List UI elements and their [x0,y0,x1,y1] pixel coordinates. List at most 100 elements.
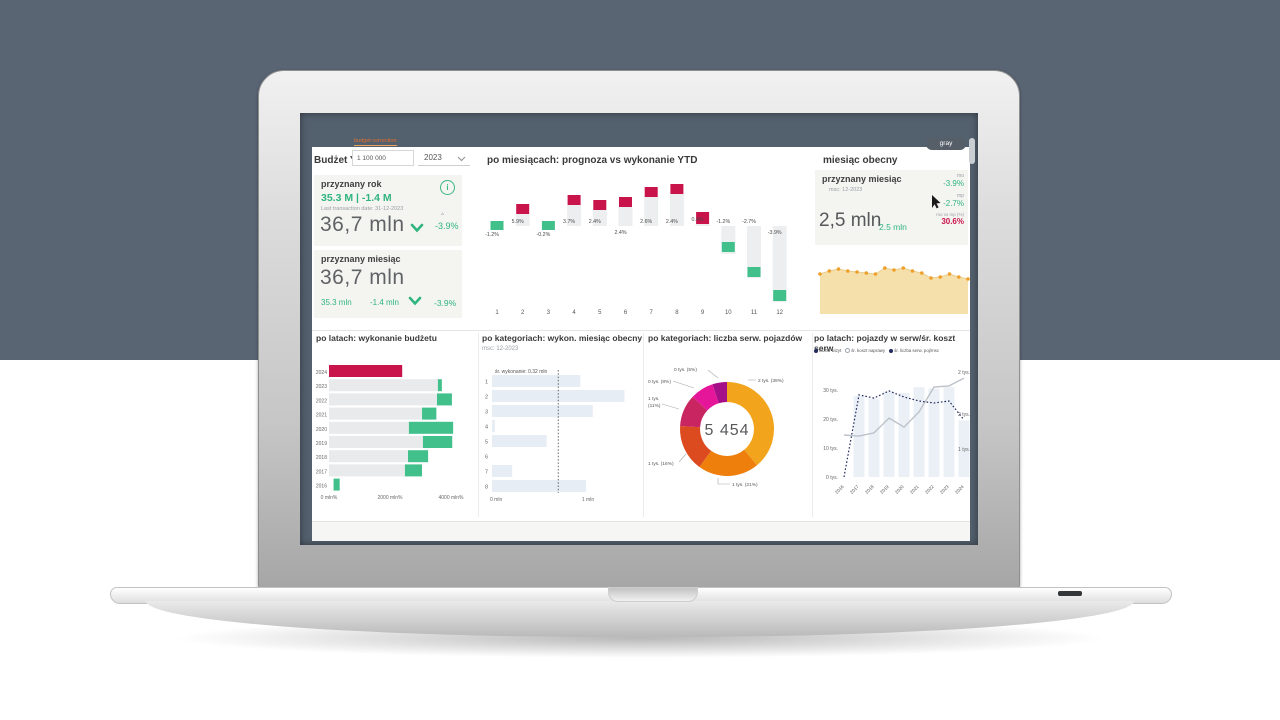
svg-text:2017: 2017 [849,484,860,495]
svg-text:2017: 2017 [316,469,327,475]
divider [643,333,644,517]
svg-text:4000 mln%: 4000 mln% [438,495,464,501]
svg-text:4: 4 [485,425,488,431]
svg-text:2024: 2024 [954,484,965,495]
combo-chart: 0 tys. 10 tys. 20 tys. 30 tys. 1 tys. 2 tys. 2… [823,370,970,495]
svg-text:2: 2 [485,395,488,401]
svg-text:śr. wykonanie: 0.32 mln: śr. wykonanie: 0.32 mln [495,369,547,375]
svg-text:-2.7%: -2.7% [742,219,756,225]
svg-text:20 tys.: 20 tys. [823,417,838,423]
budget-correction-tag: budget correction [354,138,397,146]
month-delta: -3.9% [434,298,457,308]
legend-ring-icon [845,348,851,354]
svg-text:8: 8 [675,310,679,316]
svg-text:1 tys. (21%): 1 tys. (21%) [732,482,758,488]
footer-band [312,521,970,541]
svg-text:12: 12 [776,310,783,316]
svg-text:2024: 2024 [316,370,327,376]
svg-text:10: 10 [725,310,732,316]
svg-text:2018: 2018 [864,484,875,495]
svg-text:2019: 2019 [879,484,890,495]
svg-text:2023: 2023 [316,384,327,390]
svg-text:9: 9 [701,310,705,316]
svg-text:3: 3 [485,410,488,416]
scrollbar[interactable] [969,138,975,164]
categories-bar-chart: 1 2 3 4 5 6 7 8 śr. wykonanie: 0.32 mln 0 mln 1 ml… [485,369,625,503]
categories-panel-title: po kategoriach: wykon. miesiąc obecny [482,333,643,343]
svg-text:2021: 2021 [316,413,327,419]
ratio-label: mo vs mp (%) [936,212,964,217]
year-delta: -3.9% [435,221,459,231]
svg-text:2023: 2023 [939,484,950,495]
legend-dot-icon [889,348,894,353]
svg-text:0 mln: 0 mln [490,497,502,503]
mo-label: mo [957,173,964,179]
svg-text:1 tys.: 1 tys. [958,447,970,453]
monthly-chart-title: po miesiącach: prognoza vs wykonanie YTD [487,155,698,166]
info-icon[interactable]: i [440,180,455,195]
divider [812,333,813,517]
svg-text:2019: 2019 [316,441,327,447]
year-dropdown[interactable]: 2023 [418,150,470,166]
card-title: przyznany miesiąc [822,174,902,184]
svg-text:2 tys.: 2 tys. [958,412,970,418]
svg-text:-0.2%: -0.2% [536,232,550,238]
delta-triangle-icon: ▵ [441,211,445,217]
svg-text:2020: 2020 [894,484,905,495]
svg-text:3: 3 [547,310,551,316]
ratio-value: 30.6% [941,217,964,226]
svg-text:10 tys.: 10 tys. [823,446,838,452]
svg-text:7: 7 [650,310,654,316]
current-month-area-chart [818,266,970,314]
svg-text:2021: 2021 [909,484,920,495]
chevron-down-green-icon [410,223,424,233]
svg-text:1: 1 [495,310,499,316]
laptop-base-slot [1058,591,1082,596]
svg-text:1 mln: 1 mln [582,497,594,503]
svg-text:2.4%: 2.4% [589,219,601,225]
donut-panel-title: po kategoriach: liczba serw. pojazdów [648,333,803,343]
svg-text:1 tys. (16%): 1 tys. (16%) [648,461,674,467]
svg-text:0 tys. (8%): 0 tys. (8%) [648,379,671,385]
legend-item: liczba wizyt [819,348,842,353]
svg-text:2 tys. (39%): 2 tys. (39%) [758,378,784,384]
mp-value: -2.7% [943,199,964,208]
svg-text:4: 4 [572,310,576,316]
last-transaction-date: Last transaction date: 31-12-2023 [321,206,404,212]
svg-text:8: 8 [485,485,488,491]
svg-text:6: 6 [624,310,628,316]
svg-text:5: 5 [485,440,488,446]
svg-text:2.4%: 2.4% [614,230,626,236]
divider [478,333,479,517]
svg-text:(11%): (11%) [648,403,661,409]
svg-text:2016: 2016 [316,484,327,490]
svg-text:5.9%: 5.9% [512,219,524,225]
budget-ytd-label: Budżet YTD [314,155,370,166]
svg-text:2.6%: 2.6% [640,219,652,225]
legend-item: śr. liczba serw. poj/msc [894,348,940,353]
year-main-value: 36,7 mln [320,213,405,236]
svg-text:6: 6 [485,455,488,461]
svg-text:1: 1 [485,380,488,386]
month-sub-left: 35.3 mln [321,298,352,307]
divider [312,330,970,331]
current-month-value: 2,5 mln [819,210,882,231]
legend-dot-icon [814,348,818,353]
cursor-arrow-icon [932,195,941,209]
monthly-waterfall-chart: -1.2% 1 5.9% 2 -0.2% 3 3.7% 4 2.4% 5 2.4% 6 2.6% 7 2.4… [485,184,787,316]
svg-text:2 tys.: 2 tys. [958,370,970,376]
dashboard: Budżet YTD budget correction 2023 po mie… [312,138,975,541]
card-subtitle: msc: 12-2023 [829,187,863,193]
svg-text:5 454: 5 454 [704,422,749,439]
current-month-card: przyznany miesiąc msc: 12-2023 2,5 mln 2… [815,170,968,245]
month-main-value: 36,7 mln [320,266,405,289]
combo-legend: liczba wizyt śr. koszt naprawy śr. liczba … [814,348,940,354]
svg-text:0 tys.: 0 tys. [826,475,838,481]
mp-label: mp [957,193,964,199]
svg-text:0 tys. (5%): 0 tys. (5%) [674,367,697,373]
svg-text:2020: 2020 [316,427,327,433]
combo-panel-title: po latach: pojazdy w serw/śr. koszt serw [814,333,956,353]
granted-year-card: przyznany rok i 35.3 M | -1.4 M Last tra… [314,175,462,246]
budget-correction-input[interactable] [352,150,414,166]
gray-theme-button[interactable]: gray [926,138,966,150]
